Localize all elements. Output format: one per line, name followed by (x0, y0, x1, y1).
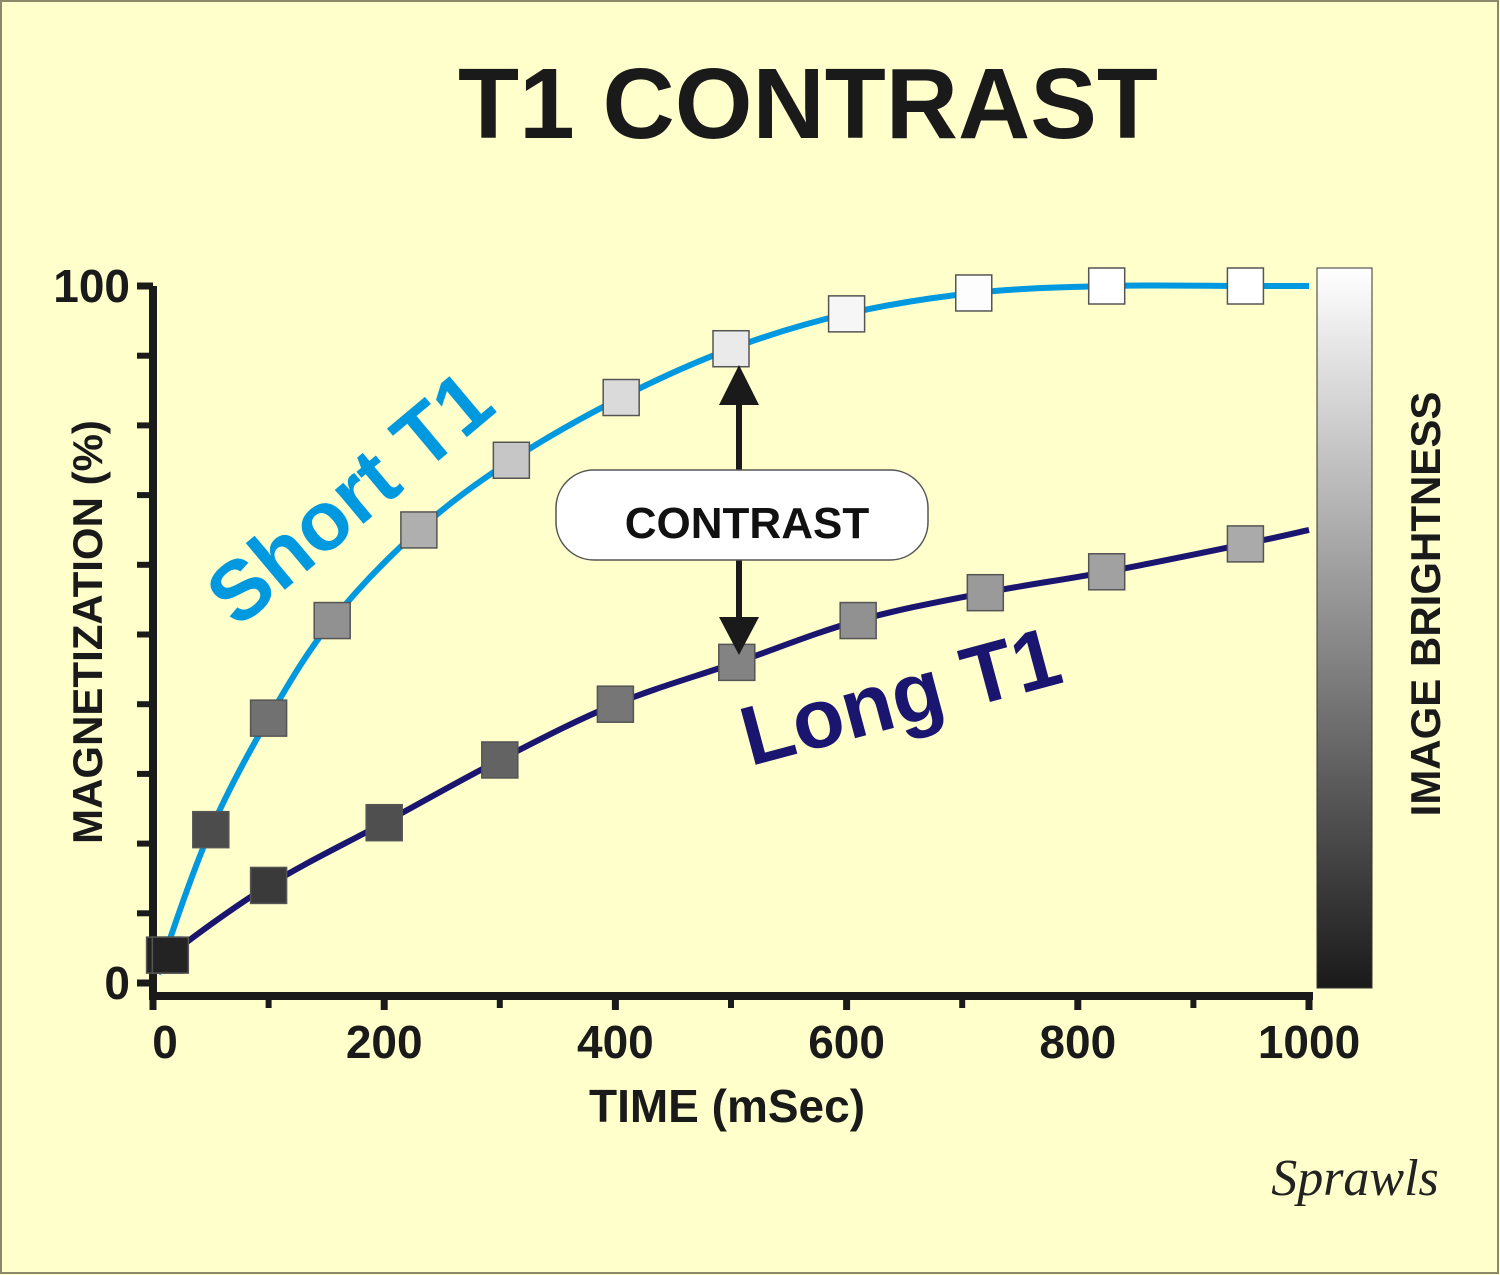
x-axis-label: TIME (mSec) (589, 1080, 865, 1132)
contrast-arrow-up-head (719, 365, 759, 405)
markers-layer (145, 267, 1265, 974)
data-point-long-t1 (481, 741, 519, 779)
signature: Sprawls (1271, 1150, 1439, 1207)
x-tick-label: 0 (152, 1016, 178, 1068)
y-axis-label: MAGNETIZATION (%) (64, 420, 111, 844)
data-point-short-t1 (712, 329, 750, 368)
brightness-colorbar (1316, 267, 1373, 989)
data-point-short-t1 (192, 810, 230, 849)
data-point-short-t1 (249, 699, 288, 737)
contrast-label-box (555, 469, 929, 561)
x-tick-label: 1000 (1258, 1016, 1360, 1068)
ticks-layer: 0 200 400 600 800 1000 0 100 (53, 260, 1360, 1068)
data-point-long-t1 (966, 573, 1005, 612)
data-point-short-t1 (955, 274, 993, 312)
data-point-long-t1 (839, 601, 877, 640)
data-point-long-t1 (249, 866, 288, 905)
x-tick-label: 400 (577, 1016, 654, 1068)
chart-title: T1 CONTRAST (458, 48, 1158, 160)
data-point-short-t1 (827, 295, 866, 333)
data-point-long-t1 (596, 685, 635, 723)
data-point-long-t1 (365, 803, 403, 842)
data-point-short-t1 (313, 601, 351, 640)
data-point-long-t1 (1087, 553, 1126, 591)
data-point-long-t1 (151, 936, 190, 974)
data-point-short-t1 (602, 378, 640, 417)
colorbar-label: IMAGE BRIGHTNESS (1402, 392, 1449, 817)
contrast-label: CONTRAST (625, 499, 870, 548)
long-t1-label: Long T1 (731, 608, 1071, 783)
contrast-annotation: CONTRAST (555, 365, 929, 655)
x-tick-label: 800 (1039, 1016, 1116, 1068)
contrast-arrow-down-head (719, 617, 759, 655)
x-tick-label: 600 (808, 1016, 885, 1068)
data-point-short-t1 (1226, 267, 1265, 305)
data-point-short-t1 (1087, 267, 1126, 305)
x-tick-label: 200 (346, 1016, 423, 1068)
data-point-short-t1 (400, 511, 438, 549)
y-tick-label: 100 (53, 260, 130, 312)
series-line-short-t1 (157, 282, 1309, 976)
y-tick-label: 0 (104, 957, 130, 1009)
series-line-long-t1 (157, 527, 1310, 975)
data-point-short-t1 (492, 441, 531, 479)
data-point-long-t1 (1226, 525, 1265, 563)
